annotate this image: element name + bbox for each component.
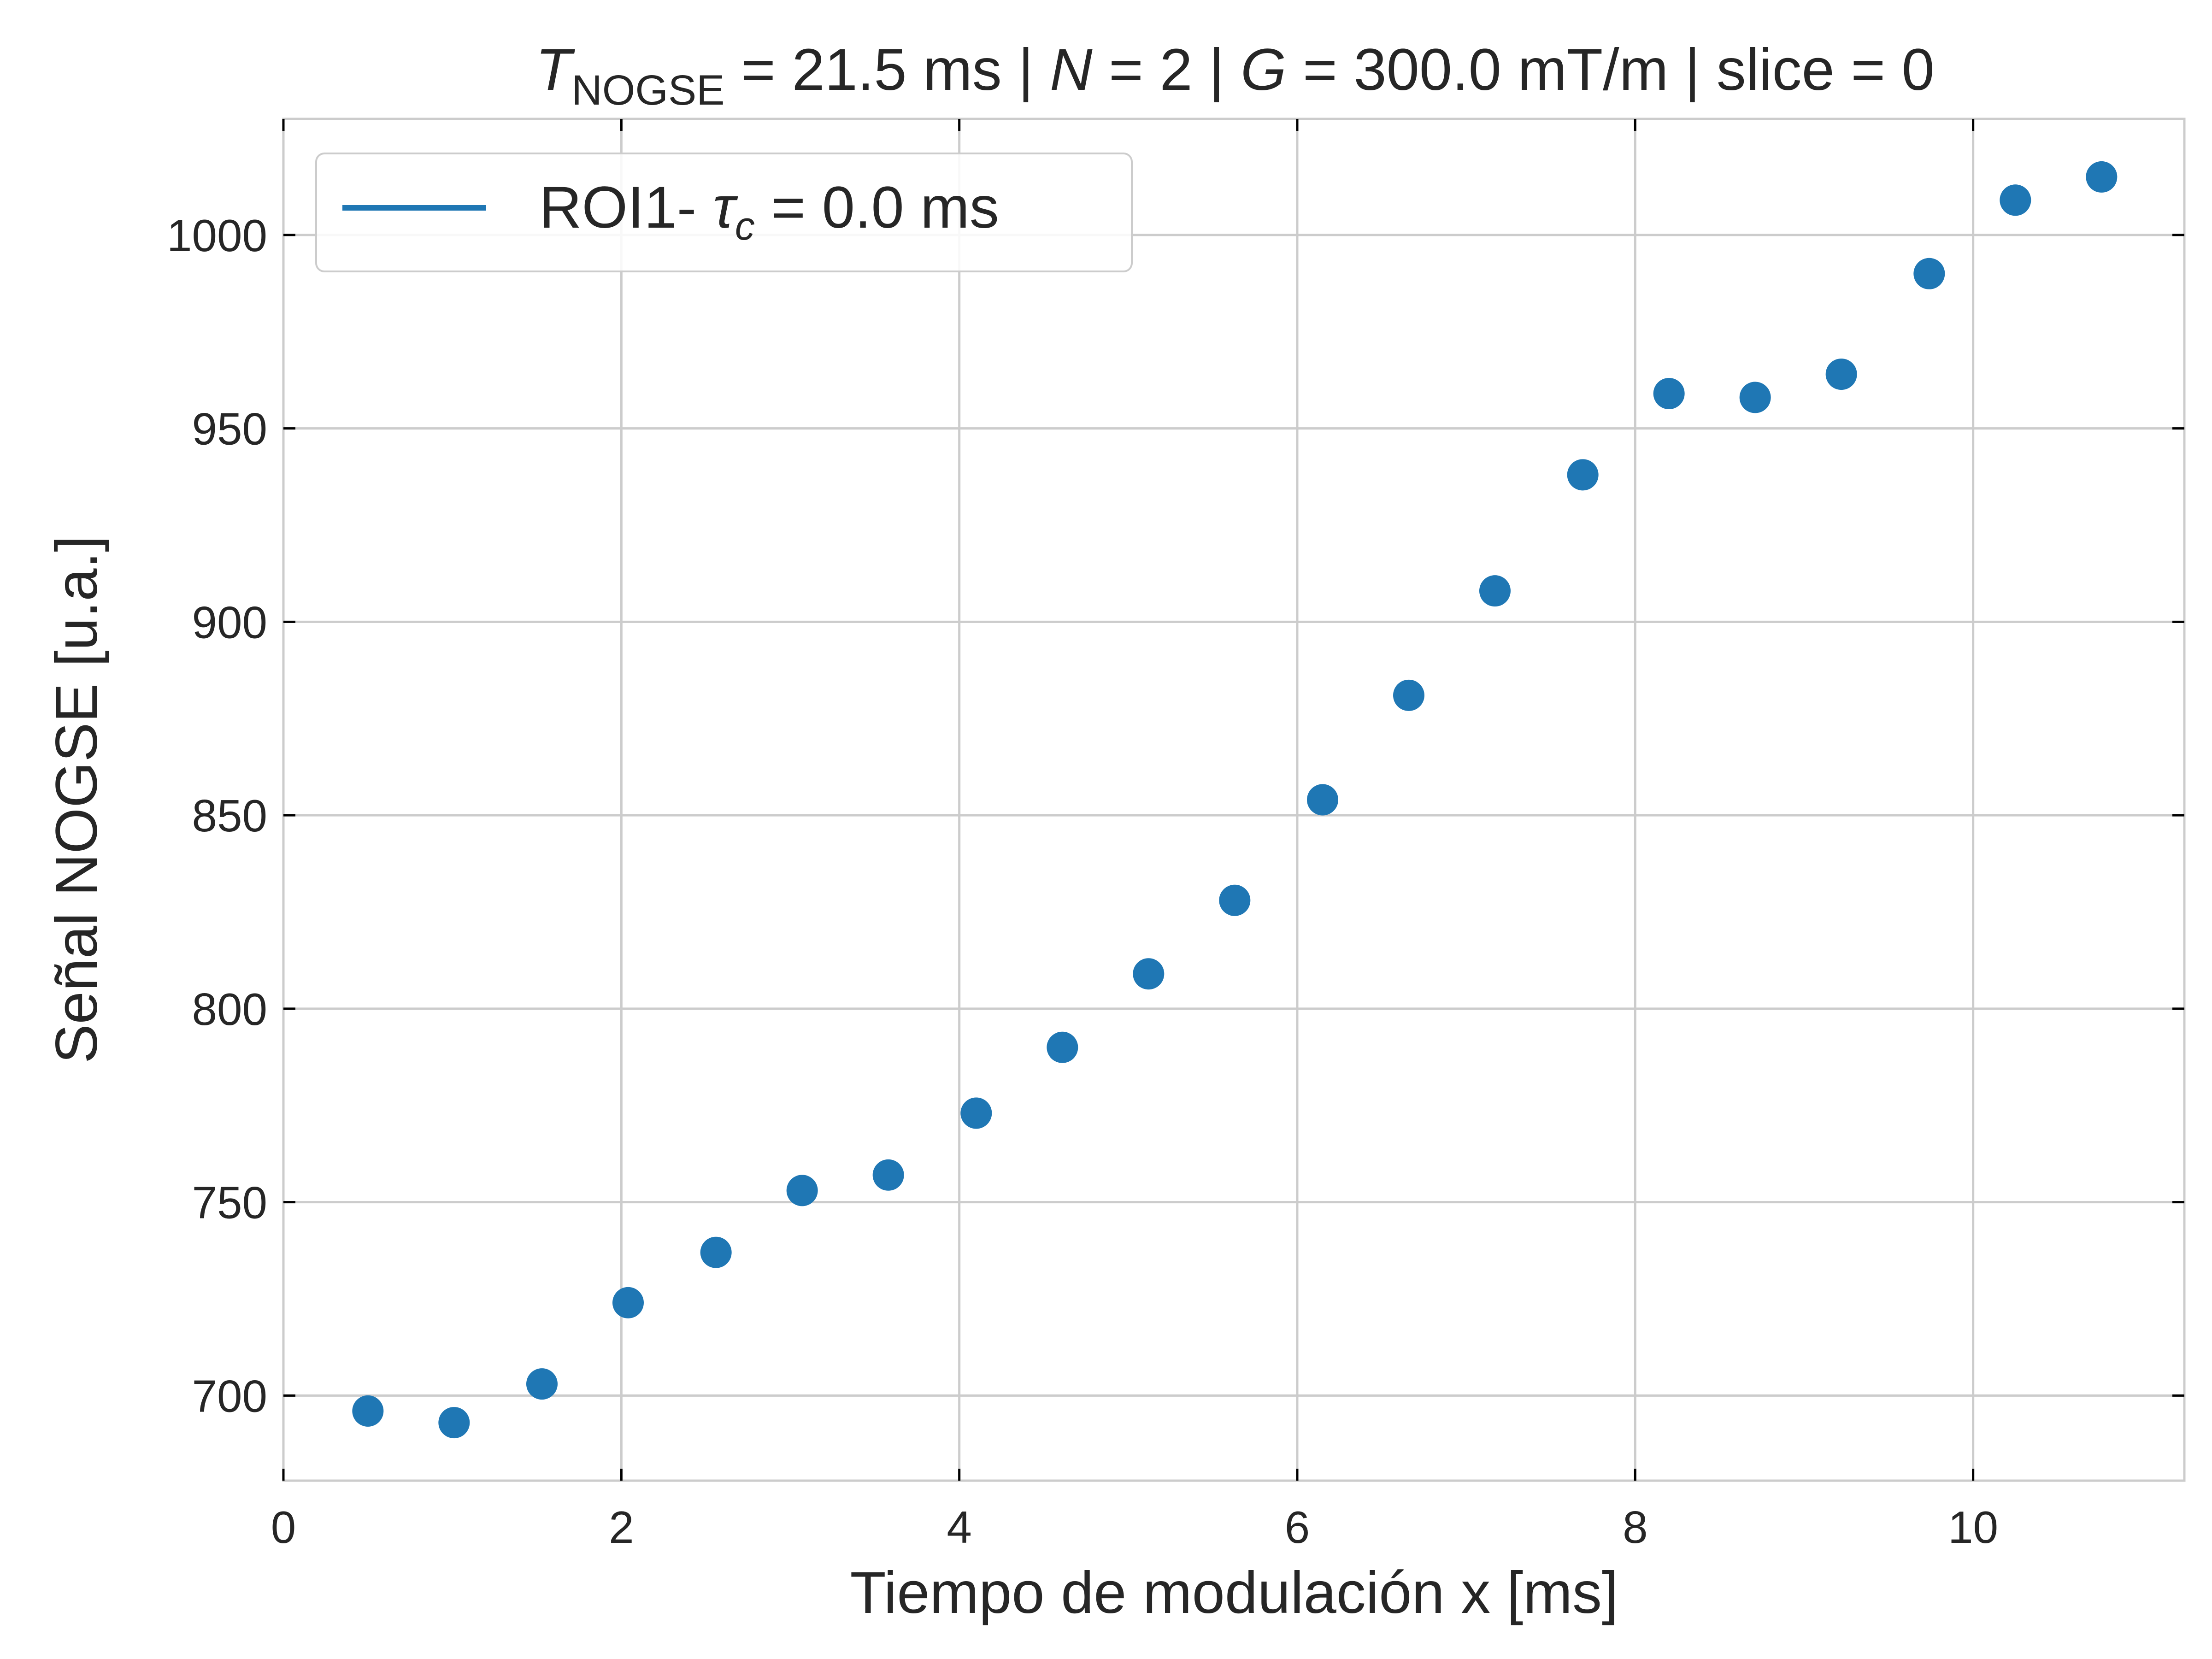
x-axis-label: Tiempo de modulación x [ms] [850,1560,1618,1626]
grid-lines [282,119,2184,1481]
data-points [352,161,2118,1439]
data-point [1479,575,1511,607]
data-point [526,1368,558,1400]
data-point [438,1407,470,1439]
x-tick-label: 2 [609,1502,634,1553]
legend: ROI1- τc = 0.0 ms [315,153,1133,272]
legend-label-tau: τ [713,175,738,241]
x-tick-label: 8 [1623,1502,1648,1553]
x-tick-label: 0 [271,1502,296,1553]
x-tick-label: 4 [947,1502,972,1553]
title-segment-2: = 2 | [1093,37,1241,103]
data-point [2086,161,2118,193]
data-point [1913,258,1945,289]
y-tick-label: 950 [192,404,267,454]
legend-label: ROI1- τc = 0.0 ms [539,175,999,248]
chart-title: TNOGSE = 21.5 ms | N = 2 | G = 300.0 mT/… [535,37,1935,114]
x-tick-label: 10 [1948,1502,1998,1553]
data-point [1567,459,1599,491]
data-point [1653,378,1685,410]
y-tick-label: 750 [192,1177,267,1228]
data-point [1307,784,1338,816]
data-point [1393,679,1424,711]
title-t-subscript: NOGSE [571,67,724,114]
plot-area-frame [282,118,2186,1482]
title-segment-3: = 300.0 mT/m | slice = 0 [1287,37,1935,103]
data-point [1825,359,1857,390]
legend-box [315,153,1133,272]
title-g-symbol: G [1241,37,1287,103]
title-n-symbol: N [1050,37,1093,103]
y-tick-label: 700 [192,1371,267,1421]
data-point [352,1395,384,1427]
plot-area-background [283,119,2184,1481]
data-point [1739,382,1771,413]
y-tick-label: 850 [192,790,267,841]
y-tick-label: 1000 [167,210,267,261]
y-axis-label: Señal NOGSE [u.a.] [44,535,110,1063]
legend-label-prefix: ROI1- [539,175,713,241]
y-tick-label: 900 [192,597,267,647]
data-point [872,1159,904,1191]
data-point [960,1097,992,1129]
x-tick-label: 6 [1285,1502,1310,1553]
data-point [1047,1031,1078,1063]
title-segment-1: = 21.5 ms | [725,37,1050,103]
y-tick-label: 800 [192,984,267,1035]
data-point [786,1175,818,1206]
data-point [1219,884,1251,916]
legend-label-tau-subscript: c [735,204,755,248]
legend-label-suffix: = 0.0 ms [755,175,999,241]
data-point [1133,958,1165,990]
data-point [612,1287,644,1318]
data-point [700,1236,732,1268]
data-point [2000,184,2031,216]
title-t-symbol: T [535,37,575,103]
axis-ticks [282,119,2184,1481]
